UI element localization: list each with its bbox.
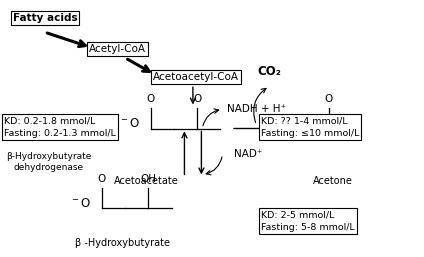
Text: O: O (324, 94, 333, 104)
Text: NAD⁺: NAD⁺ (234, 149, 262, 159)
Text: O: O (146, 94, 155, 104)
Text: β-Hydroxybutyrate
dehydrogenase: β-Hydroxybutyrate dehydrogenase (6, 152, 92, 172)
Text: Fatty acids: Fatty acids (13, 13, 77, 23)
Text: KD: 2-5 mmol/L
Fasting: 5-8 mmol/L: KD: 2-5 mmol/L Fasting: 5-8 mmol/L (261, 210, 354, 232)
Text: O: O (193, 94, 201, 104)
Text: Acetyl-CoA: Acetyl-CoA (89, 44, 146, 54)
Text: Acetoacetate: Acetoacetate (114, 176, 179, 186)
Text: $^-$O: $^-$O (119, 117, 140, 130)
Text: Acetoacetyl-CoA: Acetoacetyl-CoA (153, 72, 239, 82)
Text: KD: ?? 1-4 mmol/L
Fasting: ≤10 mmol/L: KD: ?? 1-4 mmol/L Fasting: ≤10 mmol/L (261, 116, 359, 138)
Text: CO₂: CO₂ (257, 65, 281, 78)
Text: β -Hydroxybutyrate: β -Hydroxybutyrate (75, 238, 170, 248)
Text: NADH + H⁺: NADH + H⁺ (227, 104, 286, 114)
Text: Acetone: Acetone (313, 176, 353, 186)
Text: O: O (98, 174, 106, 184)
Text: $^-$O: $^-$O (70, 197, 91, 209)
Text: OH: OH (140, 174, 156, 184)
Text: KD: 0.2-1.8 mmol/L
Fasting: 0.2-1.3 mmol/L: KD: 0.2-1.8 mmol/L Fasting: 0.2-1.3 mmol… (4, 116, 116, 138)
